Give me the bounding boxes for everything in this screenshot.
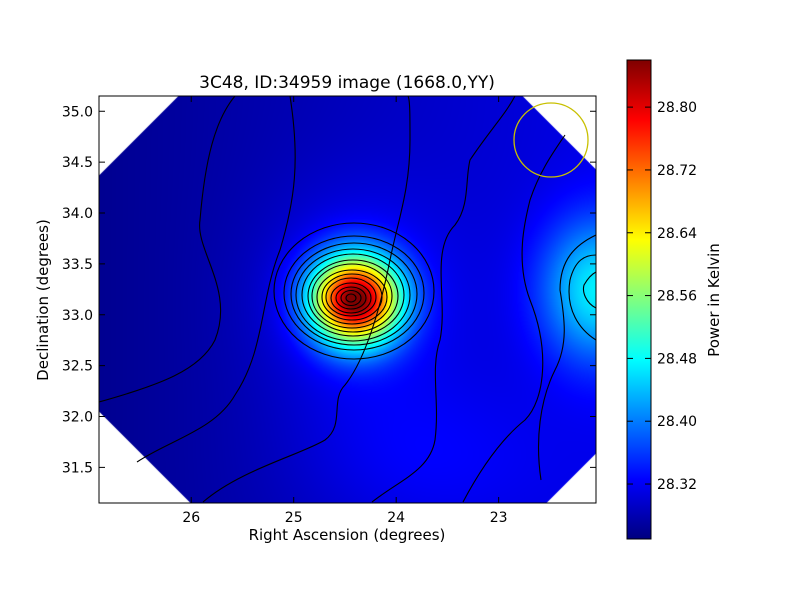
plot-frame <box>98 95 597 504</box>
y-tick-label: 32.5 <box>62 359 93 375</box>
heatmap-image <box>99 96 596 503</box>
x-axis-label: Right Ascension (degrees) <box>249 526 446 544</box>
y-tick-label: 34.5 <box>62 155 93 171</box>
contour-lines <box>99 96 596 503</box>
colorbar-tick-label: 28.80 <box>657 100 697 116</box>
colorbar-label: Power in Kelvin <box>705 243 723 357</box>
colorbar-tick-label: 28.56 <box>657 289 697 305</box>
x-tick-label: 24 <box>387 510 405 526</box>
x-tick-label: 23 <box>490 510 508 526</box>
x-tick-label: 26 <box>182 510 200 526</box>
y-tick-label: 33.0 <box>62 308 93 324</box>
colorbar-tick-label: 28.32 <box>657 477 697 493</box>
y-tick-label: 34.0 <box>62 206 93 222</box>
colorbar-ticks: 28.32 28.40 28.48 28.56 28.64 28.72 28.80 <box>627 100 697 493</box>
colorbar-gradient <box>626 59 652 540</box>
y-tick-label: 31.5 <box>62 460 93 476</box>
colorbar-tick-label: 28.48 <box>657 351 697 367</box>
y-tick-label: 32.0 <box>62 410 93 426</box>
colorbar-tick-label: 28.72 <box>657 163 697 179</box>
colorbar-tick-label: 28.40 <box>657 414 697 430</box>
plot-area <box>99 96 596 503</box>
y-axis-label: Declination (degrees) <box>34 219 52 381</box>
colorbar-tick-label: 28.64 <box>657 226 697 242</box>
beam-circle <box>513 102 589 178</box>
x-axis: 26 25 24 23 <box>182 96 508 526</box>
y-tick-label: 33.5 <box>62 257 93 273</box>
x-tick-label: 25 <box>285 510 303 526</box>
y-axis: 31.5 32.0 32.5 33.0 33.5 34.0 34.5 35.0 <box>62 104 596 476</box>
chart-title: 3C48, ID:34959 image (1668.0,YY) <box>199 73 495 93</box>
y-tick-label: 35.0 <box>62 104 93 120</box>
colorbar: 28.32 28.40 28.48 28.56 28.64 28.72 28.80 Powe… <box>626 59 723 540</box>
